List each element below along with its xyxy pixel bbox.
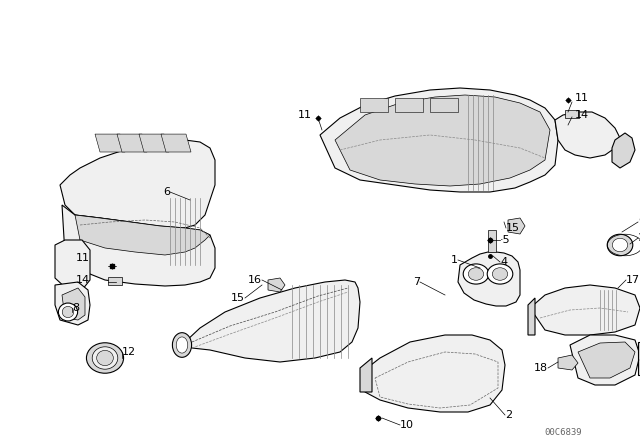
Polygon shape xyxy=(75,215,210,255)
FancyBboxPatch shape xyxy=(565,110,579,118)
Ellipse shape xyxy=(172,333,191,358)
Polygon shape xyxy=(558,355,578,370)
Ellipse shape xyxy=(612,238,628,252)
Polygon shape xyxy=(528,298,535,335)
Ellipse shape xyxy=(176,337,188,353)
Polygon shape xyxy=(570,335,640,385)
Text: 13: 13 xyxy=(638,233,640,243)
Polygon shape xyxy=(638,342,640,375)
Polygon shape xyxy=(555,112,620,158)
Polygon shape xyxy=(139,134,169,152)
Polygon shape xyxy=(55,240,90,290)
Polygon shape xyxy=(117,134,147,152)
Text: 8: 8 xyxy=(72,303,79,313)
Text: 10: 10 xyxy=(400,420,414,430)
Polygon shape xyxy=(60,140,215,228)
Ellipse shape xyxy=(92,347,118,369)
Ellipse shape xyxy=(62,306,74,318)
Polygon shape xyxy=(395,98,423,112)
Text: 11: 11 xyxy=(76,253,90,263)
Polygon shape xyxy=(185,280,360,362)
Text: 17: 17 xyxy=(626,275,640,285)
Polygon shape xyxy=(55,282,90,325)
Text: 15: 15 xyxy=(231,293,245,303)
Text: 11: 11 xyxy=(298,110,312,120)
Ellipse shape xyxy=(58,303,77,321)
Text: 1: 1 xyxy=(451,255,458,265)
Polygon shape xyxy=(95,134,125,152)
Polygon shape xyxy=(161,134,191,152)
Text: 11: 11 xyxy=(575,93,589,103)
Text: 7: 7 xyxy=(413,277,420,287)
Text: 4: 4 xyxy=(500,257,507,267)
FancyBboxPatch shape xyxy=(108,277,122,285)
Text: 14: 14 xyxy=(76,275,90,285)
Polygon shape xyxy=(62,288,85,320)
Polygon shape xyxy=(530,285,640,335)
Text: 15: 15 xyxy=(506,223,520,233)
Ellipse shape xyxy=(468,268,484,280)
Ellipse shape xyxy=(492,268,508,280)
Text: 00C6839: 00C6839 xyxy=(545,428,582,437)
Polygon shape xyxy=(488,230,496,252)
Polygon shape xyxy=(62,205,215,286)
Ellipse shape xyxy=(607,234,633,256)
Polygon shape xyxy=(508,218,525,234)
Polygon shape xyxy=(578,342,635,378)
Polygon shape xyxy=(320,88,558,192)
Ellipse shape xyxy=(86,343,124,373)
Polygon shape xyxy=(360,98,388,112)
Polygon shape xyxy=(360,358,372,392)
Polygon shape xyxy=(362,335,505,412)
Polygon shape xyxy=(612,133,635,168)
Ellipse shape xyxy=(97,350,113,366)
Text: ·5: ·5 xyxy=(500,235,511,245)
Polygon shape xyxy=(268,278,285,292)
Text: 16: 16 xyxy=(248,275,262,285)
Text: 14: 14 xyxy=(575,110,589,120)
Text: 18: 18 xyxy=(534,363,548,373)
Text: 12: 12 xyxy=(122,347,136,357)
Polygon shape xyxy=(430,98,458,112)
Text: 6: 6 xyxy=(163,187,170,197)
Ellipse shape xyxy=(487,264,513,284)
Text: 9: 9 xyxy=(638,217,640,227)
Text: 2: 2 xyxy=(505,410,512,420)
Polygon shape xyxy=(458,252,520,306)
Polygon shape xyxy=(335,95,550,186)
Ellipse shape xyxy=(463,264,489,284)
